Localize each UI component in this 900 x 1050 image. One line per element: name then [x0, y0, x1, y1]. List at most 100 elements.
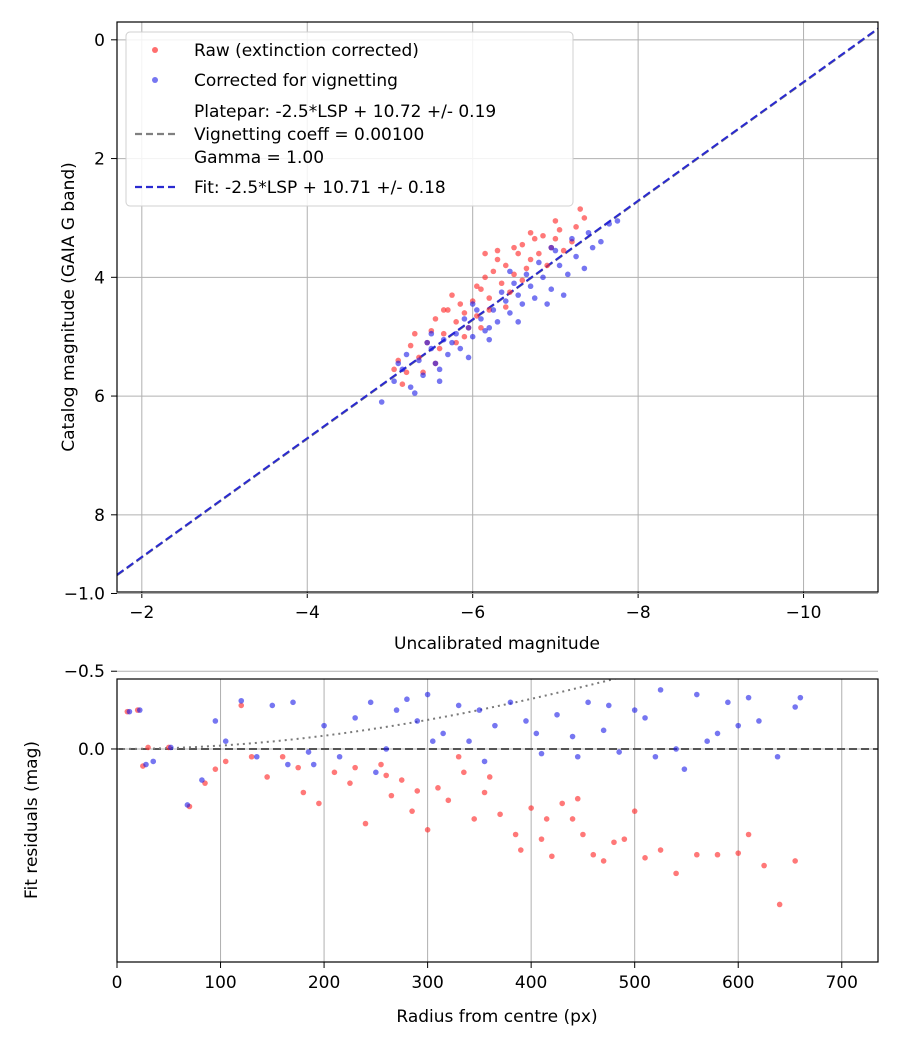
- corrected-point: [399, 366, 406, 373]
- corrected-point: [150, 758, 157, 765]
- corrected-point: [606, 702, 612, 709]
- corrected-point: [352, 715, 358, 721]
- corrected-point: [486, 324, 493, 331]
- corrected-point: [554, 711, 560, 718]
- top-xtick-label: −4: [295, 603, 320, 623]
- raw-point: [453, 319, 459, 325]
- raw-point: [657, 847, 664, 853]
- top-ticks: −2 −4 −6 −8 −10 0 2 4 6 8: [94, 31, 821, 623]
- corrected-point: [321, 722, 327, 729]
- corrected-point: [507, 268, 513, 275]
- raw-point: [222, 758, 229, 765]
- raw-point: [569, 816, 576, 822]
- corrected-point: [614, 218, 621, 224]
- corrected-point: [560, 292, 567, 298]
- bottom-grid: [116, 592, 878, 962]
- raw-point: [238, 702, 245, 709]
- raw-point: [527, 256, 534, 263]
- corrected-point: [445, 351, 451, 358]
- raw-point: [497, 811, 503, 818]
- raw-point: [436, 345, 443, 352]
- corrected-point: [305, 749, 312, 755]
- raw-point: [631, 808, 638, 814]
- raw-point: [461, 310, 468, 316]
- raw-point: [611, 839, 617, 846]
- raw-point: [544, 262, 550, 269]
- bottom-ytick-label: 0.0: [78, 740, 105, 760]
- raw-point: [486, 774, 493, 780]
- legend-gamma-label: Gamma = 1.00: [194, 148, 324, 168]
- corrected-point: [642, 715, 648, 721]
- raw-point: [543, 816, 550, 822]
- raw-point: [482, 274, 488, 281]
- raw-point: [519, 241, 526, 248]
- raw-point: [714, 851, 721, 858]
- raw-point: [455, 753, 462, 760]
- raw-point: [449, 292, 455, 298]
- corrected-point: [432, 360, 439, 367]
- raw-point: [528, 805, 534, 811]
- raw-point: [600, 858, 607, 864]
- corrected-point: [373, 769, 379, 776]
- raw-point: [515, 250, 521, 257]
- raw-point: [494, 247, 501, 254]
- corrected-point: [395, 360, 402, 367]
- corrected-point: [457, 345, 464, 352]
- vignetting-curve: [117, 679, 618, 750]
- corrected-point: [478, 316, 484, 322]
- raw-point: [519, 277, 526, 284]
- corrected-point: [466, 738, 472, 744]
- raw-point: [552, 235, 559, 242]
- corrected-point: [436, 378, 443, 385]
- corrected-point: [436, 366, 443, 373]
- corrected-point: [253, 753, 260, 760]
- raw-point: [511, 244, 517, 251]
- raw-point: [398, 777, 405, 783]
- raw-point: [776, 901, 783, 908]
- corrected-point: [735, 722, 742, 729]
- corrected-point: [494, 319, 501, 325]
- raw-point: [502, 304, 509, 310]
- top-ytick-label: 4: [94, 268, 105, 288]
- corrected-point: [774, 753, 781, 760]
- top-plot-frame: [116, 21, 879, 593]
- bottom-xtick-label: 200: [308, 973, 340, 993]
- bottom-ytick-label: −0.5: [64, 662, 105, 682]
- corrected-point: [600, 727, 607, 734]
- legend-raw-label: Raw (extinction corrected): [194, 41, 419, 61]
- raw-point: [388, 792, 395, 799]
- raw-point: [523, 265, 530, 272]
- corrected-point: [310, 761, 317, 768]
- corrected-point: [631, 707, 638, 713]
- corrected-point: [756, 718, 762, 724]
- raw-point: [552, 218, 559, 224]
- corrected-point: [548, 286, 555, 292]
- bottom-xtick-label: 500: [618, 973, 650, 993]
- raw-point: [580, 831, 586, 838]
- bottom-points: [124, 687, 804, 908]
- corrected-point: [168, 744, 174, 751]
- raw-point: [440, 307, 447, 313]
- corrected-point: [367, 699, 374, 706]
- raw-point: [474, 313, 480, 319]
- raw-point: [362, 820, 369, 827]
- corrected-point: [490, 307, 497, 313]
- raw-point: [474, 283, 480, 290]
- raw-point: [248, 753, 255, 760]
- top-xtick-label: −10: [786, 603, 822, 623]
- corrected-point: [507, 310, 513, 316]
- legend-corrected-marker: [152, 77, 158, 83]
- corrected-point: [465, 354, 472, 361]
- corrected-point: [424, 691, 431, 698]
- corrected-point: [589, 244, 596, 251]
- corrected-point: [598, 238, 604, 245]
- top-xtick-label: −8: [626, 603, 651, 623]
- bottom-ylabel: Fit residuals (mag): [22, 741, 42, 899]
- corrected-point: [481, 758, 488, 765]
- corrected-point: [492, 722, 498, 729]
- raw-point: [414, 788, 421, 794]
- corrected-point: [502, 298, 509, 304]
- top-ytick-label: 8: [94, 506, 105, 526]
- corrected-point: [694, 691, 700, 698]
- raw-point: [507, 289, 513, 295]
